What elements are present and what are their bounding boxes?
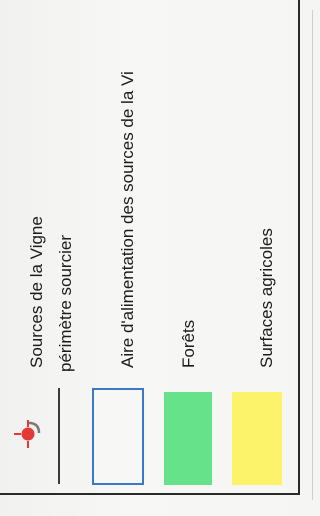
- legend-label-catchment: Aire d'alimentation des sources de la Vi: [118, 71, 137, 368]
- legend-label-sources: Sources de la Vigne: [27, 216, 46, 368]
- legend-frame: [0, 0, 300, 495]
- legend-label-agricultural: Surfaces agricoles: [257, 228, 276, 368]
- agricultural-swatch: [232, 392, 282, 485]
- legend-label-forests: Forêts: [179, 319, 198, 368]
- perimeter-line-symbol: [58, 388, 60, 484]
- forest-swatch: [164, 392, 212, 485]
- catchment-area-swatch: [92, 388, 144, 485]
- source-point-icon: [14, 420, 41, 448]
- legend-label-perimeter: périmètre sourcier: [56, 235, 75, 372]
- page-edge: [312, 10, 313, 500]
